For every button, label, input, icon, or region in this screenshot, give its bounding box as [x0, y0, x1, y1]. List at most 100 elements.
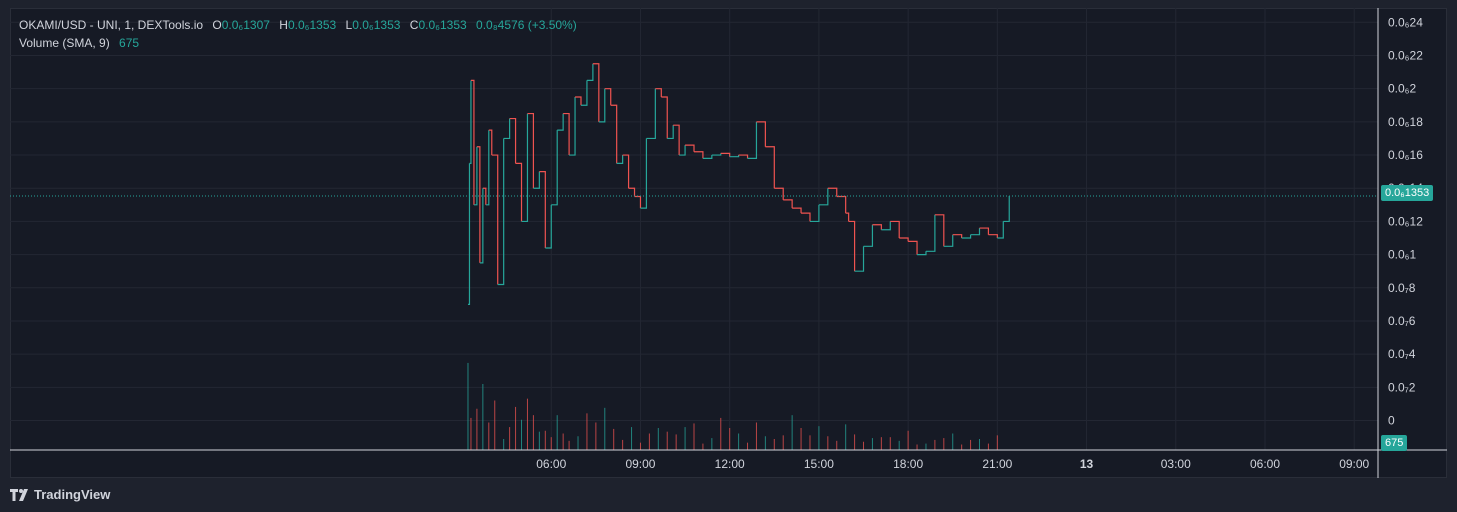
low-key: L — [345, 18, 353, 32]
price-segment — [818, 188, 829, 206]
volume-bar — [871, 438, 873, 450]
price-segment — [533, 171, 540, 189]
volume-bar — [961, 444, 963, 450]
x-tick-label: 15:00 — [804, 457, 834, 471]
volume-bar — [916, 444, 918, 450]
price-segment — [970, 228, 981, 236]
volume-bar — [755, 422, 757, 450]
price-segment — [634, 195, 642, 209]
price-segment — [655, 88, 662, 97]
volume-bar — [952, 433, 954, 450]
brand-label: TradingView — [34, 487, 111, 502]
last-price-tag: 0.0₆1353 — [1381, 185, 1434, 201]
y-tick-label: 0.0₆12 — [1388, 214, 1423, 228]
y-tick-label: 0.0₆2 — [1388, 82, 1417, 96]
volume-bar — [702, 443, 704, 450]
volume-bar — [568, 440, 570, 450]
price-segment — [569, 96, 576, 156]
volume-bar — [764, 436, 766, 450]
price-segment — [673, 124, 680, 156]
close-key: C — [409, 18, 419, 32]
price-segment — [470, 79, 475, 205]
volume-bar — [854, 434, 856, 450]
x-tick-label: 18:00 — [893, 457, 923, 471]
x-tick-label: 09:00 — [1339, 457, 1369, 471]
grid-lines — [10, 8, 1378, 450]
price-segment — [479, 188, 484, 264]
axes — [10, 8, 1447, 478]
y-tick-label: 0.0₆1 — [1388, 248, 1417, 262]
volume-legend: Volume (SMA, 9) 675 — [19, 36, 139, 50]
price-segment — [491, 154, 499, 285]
price-segment — [640, 138, 648, 209]
volume-bar — [639, 442, 641, 450]
price-segment — [881, 221, 891, 231]
volume-bar — [577, 436, 579, 450]
volume-label[interactable]: Volume (SMA, 9) — [19, 36, 110, 50]
high-value: 0.0₆1353 — [287, 18, 337, 32]
volume-bar — [562, 433, 564, 450]
x-tick-label: 09:00 — [625, 457, 655, 471]
price-segment — [563, 112, 570, 156]
volume-bar — [494, 400, 496, 450]
price-segment — [539, 171, 546, 248]
price-segment — [616, 155, 624, 164]
price-segment — [622, 154, 630, 189]
price-segment — [592, 63, 600, 122]
price-segment — [580, 80, 588, 106]
price-segment — [467, 163, 471, 305]
price-segment — [720, 152, 731, 157]
price-segment — [899, 237, 909, 242]
volume-bar — [657, 428, 659, 450]
price-segment — [774, 187, 784, 200]
volume-bar — [889, 437, 891, 450]
y-tick-label: 0.0₆16 — [1388, 148, 1423, 162]
volume-bar — [538, 431, 540, 450]
price-segment — [667, 125, 674, 140]
volume-bar — [631, 427, 633, 450]
volume-bar — [515, 406, 517, 450]
volume-bar — [747, 442, 749, 450]
volume-bar — [470, 417, 472, 450]
volume-bar — [970, 439, 972, 450]
x-tick-label: 06:00 — [536, 457, 566, 471]
price-segment — [575, 96, 582, 106]
tradingview-brand[interactable]: TradingView — [10, 487, 110, 502]
price-segment — [952, 234, 963, 239]
volume-bar — [800, 428, 802, 450]
price-segment — [961, 234, 972, 239]
price-segment — [836, 195, 847, 214]
price-segment — [694, 151, 704, 159]
volume-bar — [648, 433, 650, 450]
high-key: H — [279, 18, 288, 32]
price-segment — [917, 251, 927, 256]
price-segment — [872, 224, 882, 230]
volume-bar — [693, 423, 695, 450]
y-tick-label: 0 — [1388, 414, 1395, 428]
volume-bar — [845, 424, 847, 450]
last-volume-tag: 675 — [1381, 435, 1408, 451]
volume-bar — [467, 362, 469, 450]
volume-bar — [987, 443, 989, 450]
x-tick-label: 21:00 — [982, 457, 1012, 471]
volume-bar — [996, 435, 998, 450]
y-tick-label: 0.0₇6 — [1388, 314, 1416, 328]
volume-bar — [863, 441, 865, 450]
price-segment — [934, 214, 945, 247]
price-segment — [488, 129, 493, 156]
price-segment — [738, 154, 749, 159]
price-segment — [756, 121, 766, 147]
volume-bar — [503, 439, 505, 450]
volume-bar — [711, 438, 713, 450]
chart-canvas[interactable]: 0.0₆240.0₆220.0₆20.0₆180.0₆160.0₆140.0₆1… — [10, 8, 1447, 478]
price-segment — [783, 199, 793, 209]
volume-bar — [943, 438, 945, 450]
price-segment — [801, 212, 811, 222]
tick-labels: 0.0₆240.0₆220.0₆20.0₆180.0₆160.0₆140.0₆1… — [536, 15, 1423, 471]
price-segment — [469, 80, 472, 164]
symbol-title[interactable]: OKAMI/USD - UNI, 1, DEXTools.io — [19, 18, 204, 32]
price-segment — [485, 130, 490, 206]
price-segment — [890, 220, 900, 239]
x-tick-label: 03:00 — [1161, 457, 1191, 471]
volume-bar — [880, 437, 882, 450]
